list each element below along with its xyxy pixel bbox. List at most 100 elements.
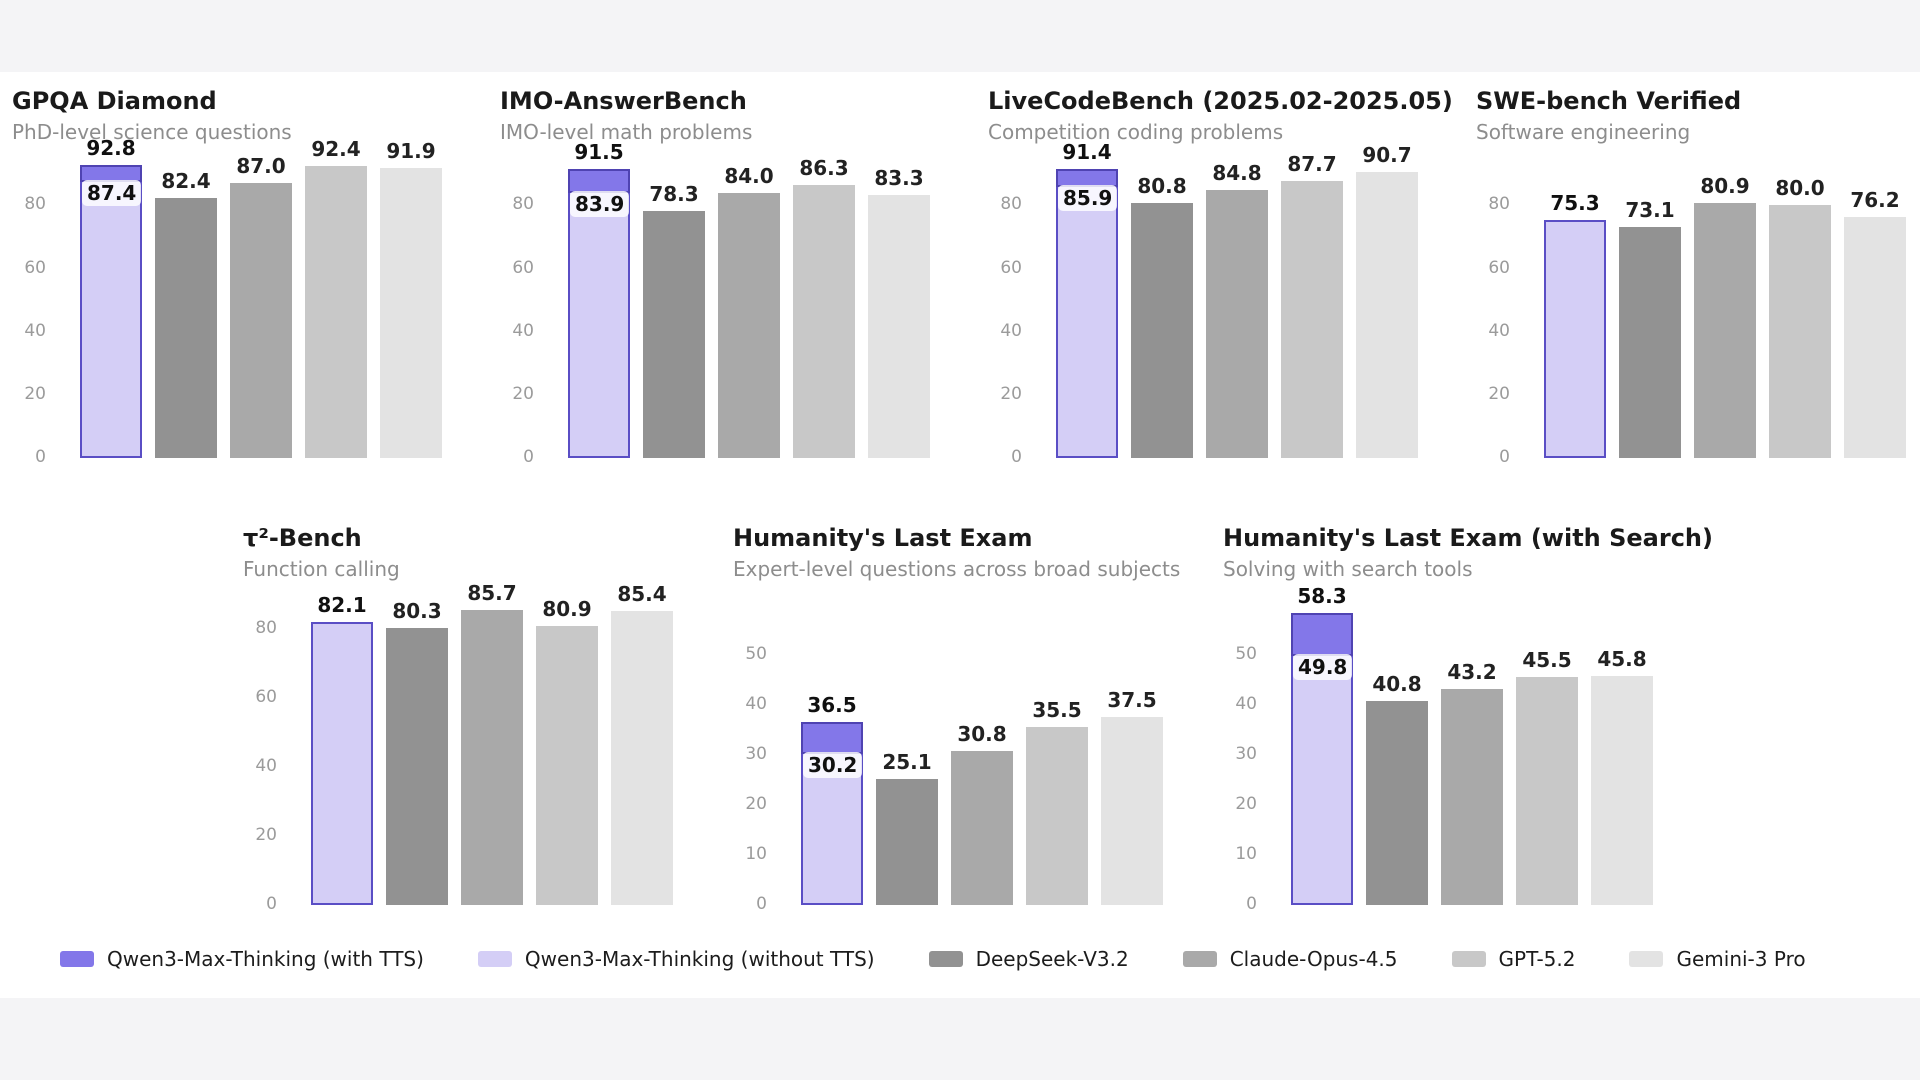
y-axis-tick-label: 20 bbox=[255, 824, 277, 845]
legend-item-gpt-5-2: GPT-5.2 bbox=[1451, 947, 1575, 971]
bar-value-label: 80.8 bbox=[1137, 173, 1187, 198]
top-margin-band bbox=[0, 0, 1920, 72]
bar-inner-value-label: 83.9 bbox=[570, 190, 630, 217]
bar-rect bbox=[1544, 219, 1606, 458]
legend-item-claude-opus-4-5: Claude-Opus-4.5 bbox=[1182, 947, 1398, 971]
y-axis-tick-label: 40 bbox=[745, 693, 767, 714]
y-axis: 0 10 20 30 40 50 bbox=[1223, 595, 1269, 912]
bars-group: 92.8 87.4 82.4 87.0 92.4 91.9 bbox=[58, 138, 442, 458]
bar-rect bbox=[643, 210, 705, 458]
chart-subtitle: Solving with search tools bbox=[1223, 556, 1473, 581]
bar-rect bbox=[1769, 204, 1831, 458]
bar-value-label: 35.5 bbox=[1032, 697, 1082, 722]
stacked-bar: 87.4 bbox=[80, 164, 142, 458]
plot-area: 0 10 20 30 40 50 36.5 30.2 25.1 30.8 35.5 37.5 bbox=[733, 595, 1183, 912]
bar-gemini-3-pro: 76.2 bbox=[1844, 190, 1906, 458]
bar-rect bbox=[311, 621, 373, 905]
bars-group: 91.4 85.9 80.8 84.8 87.7 90.7 bbox=[1034, 142, 1418, 458]
bar-rect bbox=[1206, 189, 1268, 458]
stacked-bar: 85.9 bbox=[1056, 168, 1118, 458]
bar-rect bbox=[611, 610, 673, 905]
y-axis-tick-label: 0 bbox=[1499, 446, 1510, 467]
bar-rect bbox=[718, 192, 780, 458]
y-axis-tick-label: 0 bbox=[266, 893, 277, 914]
legend-label: Gemini-3 Pro bbox=[1676, 947, 1806, 971]
bar-qwen3-max-thinking: 82.1 bbox=[311, 595, 373, 905]
chart-subtitle: Function calling bbox=[243, 556, 400, 581]
y-axis-tick-label: 0 bbox=[35, 446, 46, 467]
bar-rect bbox=[1366, 700, 1428, 905]
legend-item-gemini-3-pro: Gemini-3 Pro bbox=[1629, 947, 1806, 971]
y-axis: 0 10 20 30 40 50 bbox=[733, 595, 779, 912]
y-axis-tick-label: 0 bbox=[756, 893, 767, 914]
bar-value-label: 90.7 bbox=[1362, 142, 1412, 167]
bar-inner-value-label: 85.9 bbox=[1058, 184, 1118, 211]
y-axis: 0 20 40 60 80 bbox=[1476, 158, 1522, 465]
bar-inner-value-label: 49.8 bbox=[1293, 653, 1353, 680]
y-axis-tick-label: 40 bbox=[1235, 693, 1257, 714]
bar-gpt-5-2: 80.0 bbox=[1769, 178, 1831, 458]
legend-color-swatch bbox=[1629, 951, 1664, 967]
legend-item-qwen3-max-thinking-with-tts: Qwen3-Max-Thinking (with TTS) bbox=[60, 947, 424, 971]
bar-value-label: 84.0 bbox=[724, 163, 774, 188]
bar-inner-value-label: 87.4 bbox=[82, 179, 142, 206]
bar-value-label: 92.8 bbox=[86, 135, 136, 160]
y-axis-tick-label: 80 bbox=[1000, 193, 1022, 214]
y-axis: 0 20 40 60 80 bbox=[988, 158, 1034, 465]
y-axis-tick-label: 40 bbox=[1000, 320, 1022, 341]
chart-legend: Qwen3-Max-Thinking (with TTS) Qwen3-Max-T… bbox=[60, 947, 1806, 971]
base-segment: 30.2 bbox=[801, 751, 863, 905]
plot-area: 0 10 20 30 40 50 58.3 49.8 40.8 43.2 45.5 45.8 bbox=[1223, 586, 1673, 912]
bar-claude-opus-4-5: 84.0 bbox=[718, 166, 780, 458]
bar-rect bbox=[1694, 202, 1756, 458]
bar-value-label: 82.4 bbox=[161, 168, 211, 193]
bar-value-label: 30.8 bbox=[957, 721, 1007, 746]
chart-title: IMO-AnswerBench bbox=[500, 87, 747, 115]
bar-claude-opus-4-5: 87.0 bbox=[230, 156, 292, 458]
bar-rect bbox=[1844, 216, 1906, 458]
y-axis-tick-label: 20 bbox=[1000, 383, 1022, 404]
bar-value-label: 86.3 bbox=[799, 155, 849, 180]
base-segment: 85.9 bbox=[1056, 184, 1118, 458]
legend-color-swatch bbox=[60, 951, 94, 967]
bar-gemini-3-pro: 83.3 bbox=[868, 168, 930, 458]
legend-color-swatch bbox=[1451, 951, 1486, 967]
plot-area: 0 20 40 60 80 82.1 80.3 85.7 80.9 85.4 bbox=[243, 583, 693, 912]
y-axis-tick-label: 20 bbox=[24, 383, 46, 404]
y-axis-tick-label: 40 bbox=[1488, 320, 1510, 341]
legend-color-swatch bbox=[1182, 951, 1217, 967]
bar-rect bbox=[1131, 202, 1193, 458]
stacked-bar: 49.8 bbox=[1291, 612, 1353, 905]
bar-value-label: 80.9 bbox=[542, 596, 592, 621]
y-axis-tick-label: 0 bbox=[523, 446, 534, 467]
base-segment: 83.9 bbox=[568, 190, 630, 458]
y-axis-tick-label: 20 bbox=[1235, 793, 1257, 814]
bar-gpt-5-2: 80.9 bbox=[536, 599, 598, 905]
bar-rect bbox=[155, 197, 217, 458]
chart-title: GPQA Diamond bbox=[12, 87, 217, 115]
y-axis: 0 20 40 60 80 bbox=[500, 158, 546, 465]
bar-gemini-3-pro: 90.7 bbox=[1356, 145, 1418, 458]
bar-gpt-5-2: 45.5 bbox=[1516, 650, 1578, 905]
y-axis-tick-label: 60 bbox=[255, 686, 277, 707]
y-axis-tick-label: 40 bbox=[512, 320, 534, 341]
bar-value-label: 80.3 bbox=[392, 598, 442, 623]
bar-deepseek-v3-2: 73.1 bbox=[1619, 200, 1681, 458]
y-axis-tick-label: 30 bbox=[745, 743, 767, 764]
bar-claude-opus-4-5: 85.7 bbox=[461, 583, 523, 905]
stacked-bar: 30.2 bbox=[801, 721, 863, 905]
bar-claude-opus-4-5: 43.2 bbox=[1441, 662, 1503, 905]
plot-area: 0 20 40 60 80 75.3 73.1 80.9 80.0 76.2 bbox=[1476, 158, 1916, 465]
bar-gpt-5-2: 92.4 bbox=[305, 139, 367, 458]
bar-rect bbox=[951, 750, 1013, 905]
bar-value-label: 76.2 bbox=[1850, 187, 1900, 212]
bar-gemini-3-pro: 37.5 bbox=[1101, 690, 1163, 905]
bar-value-label: 84.8 bbox=[1212, 160, 1262, 185]
bar-value-label: 43.2 bbox=[1447, 659, 1497, 684]
bottom-margin-band bbox=[0, 998, 1920, 1080]
bar-claude-opus-4-5: 30.8 bbox=[951, 724, 1013, 905]
bar-value-label: 75.3 bbox=[1550, 190, 1600, 215]
chart-livecodebench-2025-02-2025-05: LiveCodeBench (2025.02-2025.05) Competiti… bbox=[988, 87, 1453, 465]
y-axis-tick-label: 60 bbox=[1000, 257, 1022, 278]
base-segment: 87.4 bbox=[80, 179, 142, 458]
